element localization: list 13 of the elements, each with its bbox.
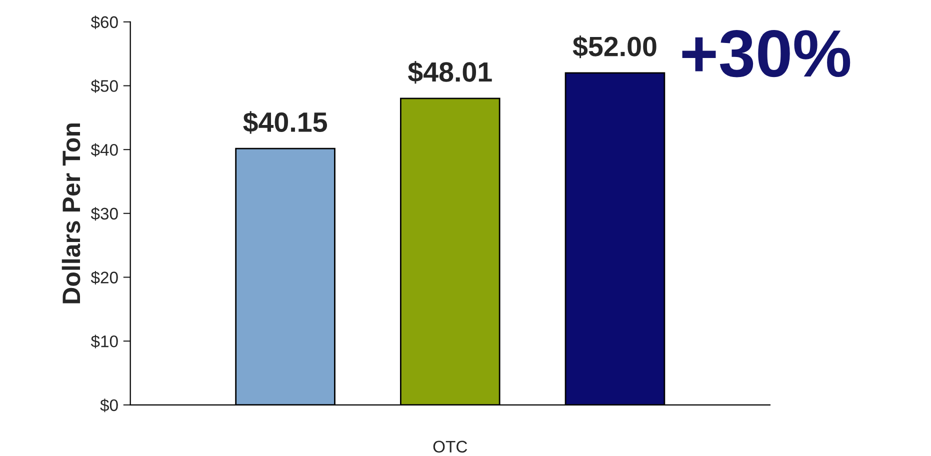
y-tick-label: $50 <box>90 79 118 93</box>
y-tick-label: $10 <box>90 334 118 348</box>
y-tick-label: $40 <box>90 143 118 157</box>
y-axis-title: Dollars Per Ton <box>62 123 80 304</box>
y-tick-label: $0 <box>100 398 118 412</box>
y-tick-label: $60 <box>90 16 118 30</box>
data-label: $52.00 <box>572 35 656 58</box>
data-label: $40.15 <box>243 111 328 134</box>
y-tick-label: $20 <box>90 270 118 284</box>
data-label: $48.01 <box>408 60 492 84</box>
x-axis-title: OTC <box>433 440 468 453</box>
y-tick-label: $30 <box>90 207 118 221</box>
annotation: +30% <box>682 30 850 78</box>
